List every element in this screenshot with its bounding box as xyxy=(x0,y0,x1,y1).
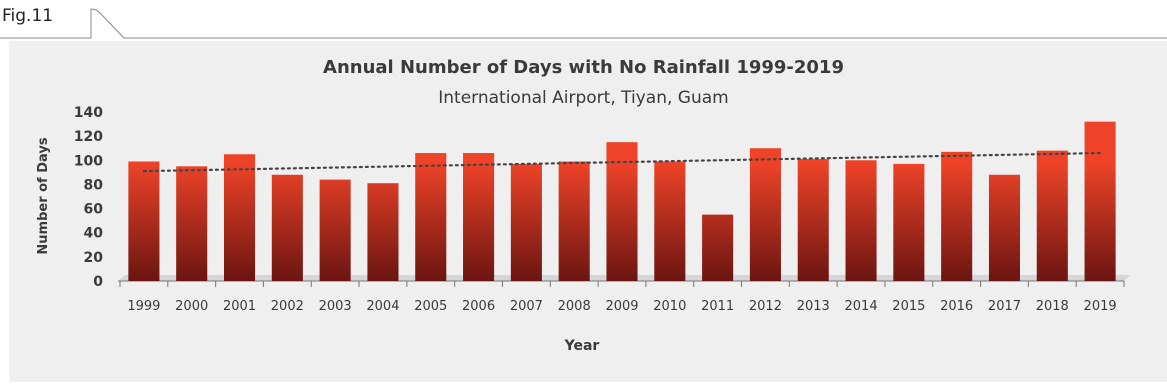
bar xyxy=(606,142,638,281)
y-tick-label: 20 xyxy=(84,250,104,266)
x-tick-label: 2013 xyxy=(797,299,830,314)
x-tick-label: 2018 xyxy=(1036,299,1069,314)
bar xyxy=(1084,121,1116,282)
x-tick-label: 2015 xyxy=(892,299,925,314)
bar xyxy=(319,179,351,281)
x-tick-label: 2019 xyxy=(1084,299,1117,314)
x-tick-label: 2006 xyxy=(462,299,495,314)
x-tick-label: 2016 xyxy=(940,299,973,314)
x-tick-label: 2007 xyxy=(510,299,543,314)
x-tick-label: 2012 xyxy=(749,299,782,314)
y-tick-label: 80 xyxy=(84,177,104,193)
x-tick-label: 2017 xyxy=(988,299,1021,314)
x-tick-label: 2014 xyxy=(845,299,878,314)
x-tick-label: 2003 xyxy=(319,299,352,314)
bar xyxy=(271,174,303,281)
x-tick-label: 2000 xyxy=(175,299,208,314)
bar xyxy=(463,153,495,281)
bar xyxy=(941,151,973,281)
figure-tab-outline xyxy=(0,8,1167,39)
bar xyxy=(654,161,686,281)
bar xyxy=(415,153,447,281)
x-tick-label: 2005 xyxy=(414,299,447,314)
y-tick-label: 120 xyxy=(74,129,103,145)
bar xyxy=(558,161,590,281)
x-tick-label: 2001 xyxy=(223,299,256,314)
chart-subtitle: International Airport, Tiyan, Guam xyxy=(438,88,729,108)
bar xyxy=(1036,150,1068,281)
bar xyxy=(367,183,399,281)
bar xyxy=(176,166,208,281)
bar xyxy=(749,148,781,281)
y-tick-label: 0 xyxy=(93,274,103,290)
x-tick-label: 2002 xyxy=(271,299,304,314)
x-axis-title: Year xyxy=(564,338,600,354)
bar xyxy=(845,160,877,281)
x-tick-label: 2008 xyxy=(558,299,591,314)
figure-label: Fig.11 xyxy=(2,6,54,26)
y-axis-title: Number of Days xyxy=(36,137,51,254)
chart-title: Annual Number of Days with No Rainfall 1… xyxy=(323,57,844,78)
y-tick-label: 100 xyxy=(74,153,103,169)
bar xyxy=(702,214,734,281)
bar xyxy=(988,174,1021,281)
x-tick-label: 2011 xyxy=(701,299,734,314)
y-tick-label: 140 xyxy=(74,105,103,121)
bar xyxy=(128,161,160,281)
trendline xyxy=(142,151,1102,173)
y-tick-label: 40 xyxy=(84,226,104,242)
bar xyxy=(510,163,542,281)
bar xyxy=(223,154,256,281)
x-tick-label: 2009 xyxy=(605,299,638,314)
bar xyxy=(797,159,829,281)
x-tick-label: 2004 xyxy=(366,299,399,314)
bar xyxy=(893,163,925,281)
y-tick-label: 60 xyxy=(84,202,104,218)
x-tick-label: 1999 xyxy=(127,299,160,314)
x-tick-label: 2010 xyxy=(653,299,686,314)
